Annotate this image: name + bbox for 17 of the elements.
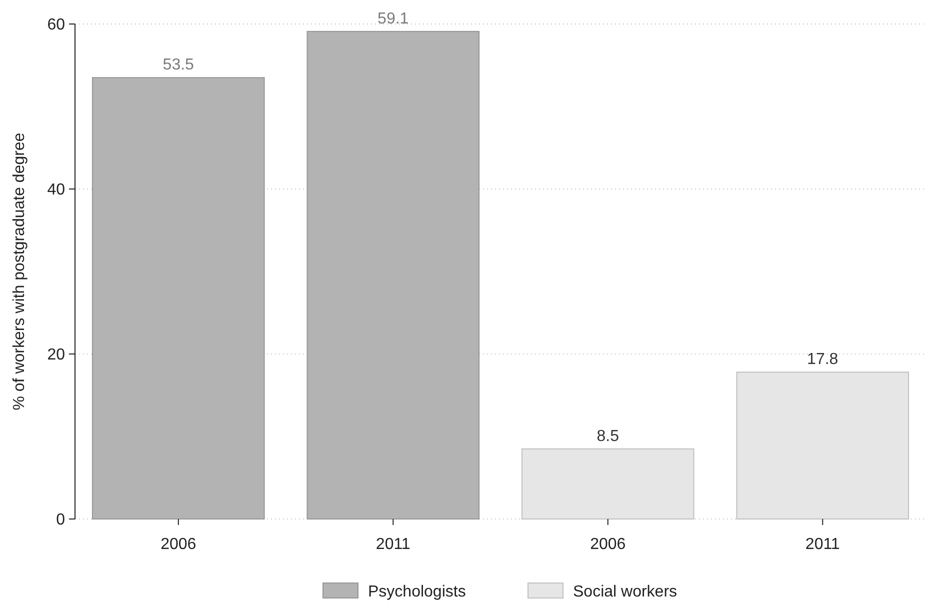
x-tick-label: 2011	[376, 536, 410, 553]
data-label: 53.5	[162, 56, 194, 74]
data-label: 8.5	[596, 428, 620, 445]
x-tick-label: 2011	[805, 536, 840, 553]
x-tick-label: 2006	[160, 536, 196, 553]
data-label: 59.1	[378, 10, 409, 28]
y-tick-label: 20	[47, 346, 66, 364]
y-tick-label: 60	[47, 16, 66, 34]
legend-label: Social workers	[573, 584, 678, 601]
bar	[92, 77, 265, 520]
legend-label: Psychologists	[368, 584, 466, 601]
y-tick-label: 0	[56, 512, 66, 529]
y-axis-title: % of workers with postgraduate degree	[11, 132, 28, 410]
x-tick-label: 2006	[590, 536, 626, 553]
y-tick-label: 40	[47, 182, 66, 199]
data-label: 17.8	[807, 351, 838, 368]
bar	[306, 30, 480, 520]
